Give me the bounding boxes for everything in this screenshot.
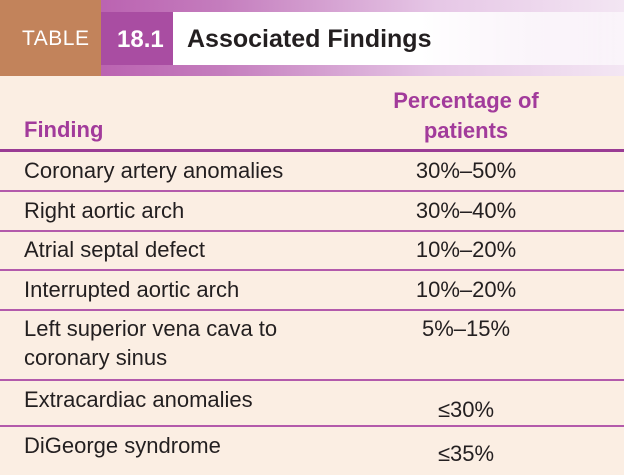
finding-cell: Coronary artery anomalies xyxy=(24,158,284,183)
table-title-box: Associated Findings xyxy=(173,12,624,65)
finding-cell: Interrupted aortic arch xyxy=(24,277,240,302)
column-header-percentage-line1: Percentage of xyxy=(393,88,539,113)
column-header-finding: Finding xyxy=(24,117,104,142)
table-tag: TABLE xyxy=(0,0,101,76)
table-title: Associated Findings xyxy=(187,25,432,53)
finding-cell: DiGeorge syndrome xyxy=(24,433,221,458)
column-header-percentage: Percentage of patients xyxy=(366,86,566,146)
percentage-cell: 10%–20% xyxy=(415,277,517,302)
finding-cell: Left superior vena cava to coronary sinu… xyxy=(24,314,277,372)
row-divider xyxy=(0,190,624,192)
table-row: Atrial septal defect 10%–20% xyxy=(0,232,624,270)
finding-cell: Extracardiac anomalies xyxy=(24,387,253,412)
percentage-cell: ≤30% xyxy=(437,397,495,422)
row-divider xyxy=(0,379,624,381)
table-row: Right aortic arch 30%–40% xyxy=(0,192,624,230)
finding-cell-line2: coronary sinus xyxy=(24,345,168,370)
table-row: Left superior vena cava to coronary sinu… xyxy=(0,311,624,379)
table-number: 18.1 xyxy=(117,26,164,53)
row-divider xyxy=(0,425,624,427)
percentage-cell: 10%–20% xyxy=(415,237,517,262)
finding-cell: Right aortic arch xyxy=(24,198,185,223)
table-header-bar: TABLE 18.1 Associated Findings xyxy=(0,0,624,76)
row-divider xyxy=(0,230,624,232)
percentage-cell: 5%–15% xyxy=(421,316,511,341)
table-row: Extracardiac anomalies ≤30% xyxy=(0,381,624,425)
header-divider xyxy=(0,149,624,152)
table-row: Interrupted aortic arch 10%–20% xyxy=(0,271,624,309)
table-number-box: 18.1 xyxy=(101,12,173,65)
percentage-cell: 30%–40% xyxy=(415,198,517,223)
table-tag-label: TABLE xyxy=(22,27,90,50)
table-row: DiGeorge syndrome ≤35% xyxy=(0,427,624,475)
column-header-percentage-line2: patients xyxy=(423,118,509,143)
row-divider xyxy=(0,269,624,271)
percentage-cell: ≤35% xyxy=(437,441,495,466)
finding-cell: Atrial septal defect xyxy=(24,237,205,262)
table-row: Coronary artery anomalies 30%–50% xyxy=(0,152,624,190)
percentage-cell: 30%–50% xyxy=(415,158,517,183)
row-divider xyxy=(0,309,624,311)
finding-cell-line1: Left superior vena cava to xyxy=(24,316,278,341)
